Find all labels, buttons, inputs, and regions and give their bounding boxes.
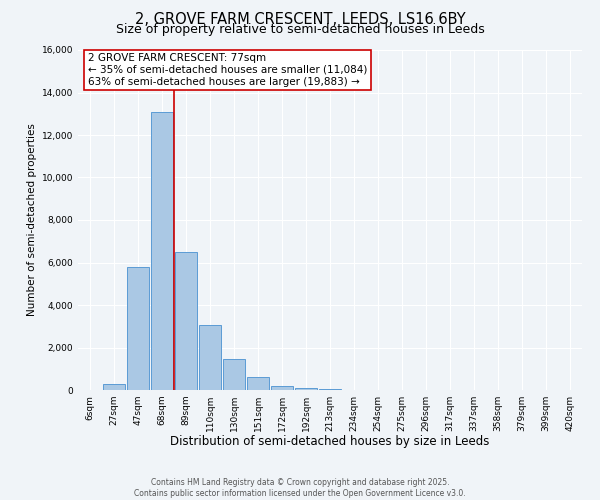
Bar <box>175 252 197 390</box>
Bar <box>247 378 269 390</box>
Bar <box>271 386 293 390</box>
Bar <box>295 388 317 390</box>
Bar <box>199 325 221 390</box>
Text: 2, GROVE FARM CRESCENT, LEEDS, LS16 6BY: 2, GROVE FARM CRESCENT, LEEDS, LS16 6BY <box>134 12 466 28</box>
Bar <box>319 389 341 390</box>
X-axis label: Distribution of semi-detached houses by size in Leeds: Distribution of semi-detached houses by … <box>170 436 490 448</box>
Bar <box>127 267 149 390</box>
Y-axis label: Number of semi-detached properties: Number of semi-detached properties <box>28 124 37 316</box>
Text: Contains HM Land Registry data © Crown copyright and database right 2025.
Contai: Contains HM Land Registry data © Crown c… <box>134 478 466 498</box>
Bar <box>223 359 245 390</box>
Bar <box>151 112 173 390</box>
Text: Size of property relative to semi-detached houses in Leeds: Size of property relative to semi-detach… <box>116 22 484 36</box>
Bar <box>103 384 125 390</box>
Text: 2 GROVE FARM CRESCENT: 77sqm
← 35% of semi-detached houses are smaller (11,084)
: 2 GROVE FARM CRESCENT: 77sqm ← 35% of se… <box>88 54 367 86</box>
